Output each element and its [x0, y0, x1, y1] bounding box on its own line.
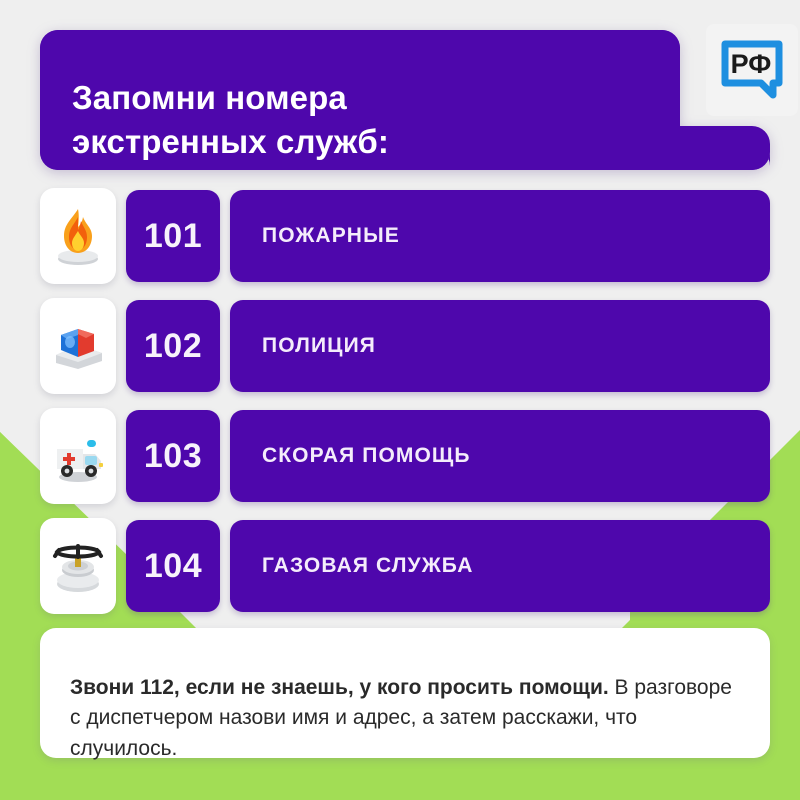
service-label-box: ГАЗОВАЯ СЛУЖБА: [230, 520, 770, 612]
icon-card-police: [40, 298, 116, 394]
ambulance-icon: [57, 440, 103, 482]
service-number: 103: [143, 436, 203, 475]
service-number-box: 101: [126, 190, 220, 282]
header-shape: [40, 30, 770, 170]
service-number: 102: [143, 326, 203, 365]
rf-speech-bubble-logo: РФ: [721, 40, 783, 99]
service-number-box: 104: [126, 520, 220, 612]
service-label-box: ПОЛИЦИЯ: [230, 300, 770, 392]
service-number-box: 102: [126, 300, 220, 392]
service-rows: 101 ПОЖАРНЫЕ 102: [0, 188, 800, 628]
footer-note-bold: Звони 112, если не знаешь, у кого просит…: [70, 676, 609, 699]
service-row: 104 ГАЗОВАЯ СЛУЖБА: [0, 518, 800, 616]
icon-card-fire: [40, 188, 116, 284]
service-number-box: 103: [126, 410, 220, 502]
police-siren-icon: [56, 329, 102, 369]
service-row: 101 ПОЖАРНЫЕ: [0, 188, 800, 286]
rf-logo-badge: РФ: [706, 24, 798, 116]
svg-text:РФ: РФ: [731, 49, 772, 79]
footer-note-text: Звони 112, если не знаешь, у кого просит…: [70, 673, 744, 764]
service-row: 103 СКОРАЯ ПОМОЩЬ: [0, 408, 800, 506]
icon-card-gas-stove: [40, 518, 116, 614]
icon-card-ambulance: [40, 408, 116, 504]
page-title: Запомни номера экстренных служб:: [72, 79, 390, 160]
service-label: ПОЛИЦИЯ: [262, 334, 376, 357]
gas-stove-icon: [53, 544, 103, 592]
service-label-box: ПОЖАРНЫЕ: [230, 190, 770, 282]
service-label-box: СКОРАЯ ПОМОЩЬ: [230, 410, 770, 502]
header-banner: Запомни номера экстренных служб: РФ: [40, 24, 798, 170]
fire-icon: [58, 209, 98, 265]
service-row: 102 ПОЛИЦИЯ: [0, 298, 800, 396]
service-number: 104: [143, 546, 203, 585]
service-number: 101: [143, 216, 203, 255]
service-label: ГАЗОВАЯ СЛУЖБА: [262, 554, 474, 577]
service-label: ПОЖАРНЫЕ: [262, 224, 400, 247]
footer-note-card: Звони 112, если не знаешь, у кого просит…: [40, 628, 770, 760]
service-label: СКОРАЯ ПОМОЩЬ: [262, 444, 471, 467]
